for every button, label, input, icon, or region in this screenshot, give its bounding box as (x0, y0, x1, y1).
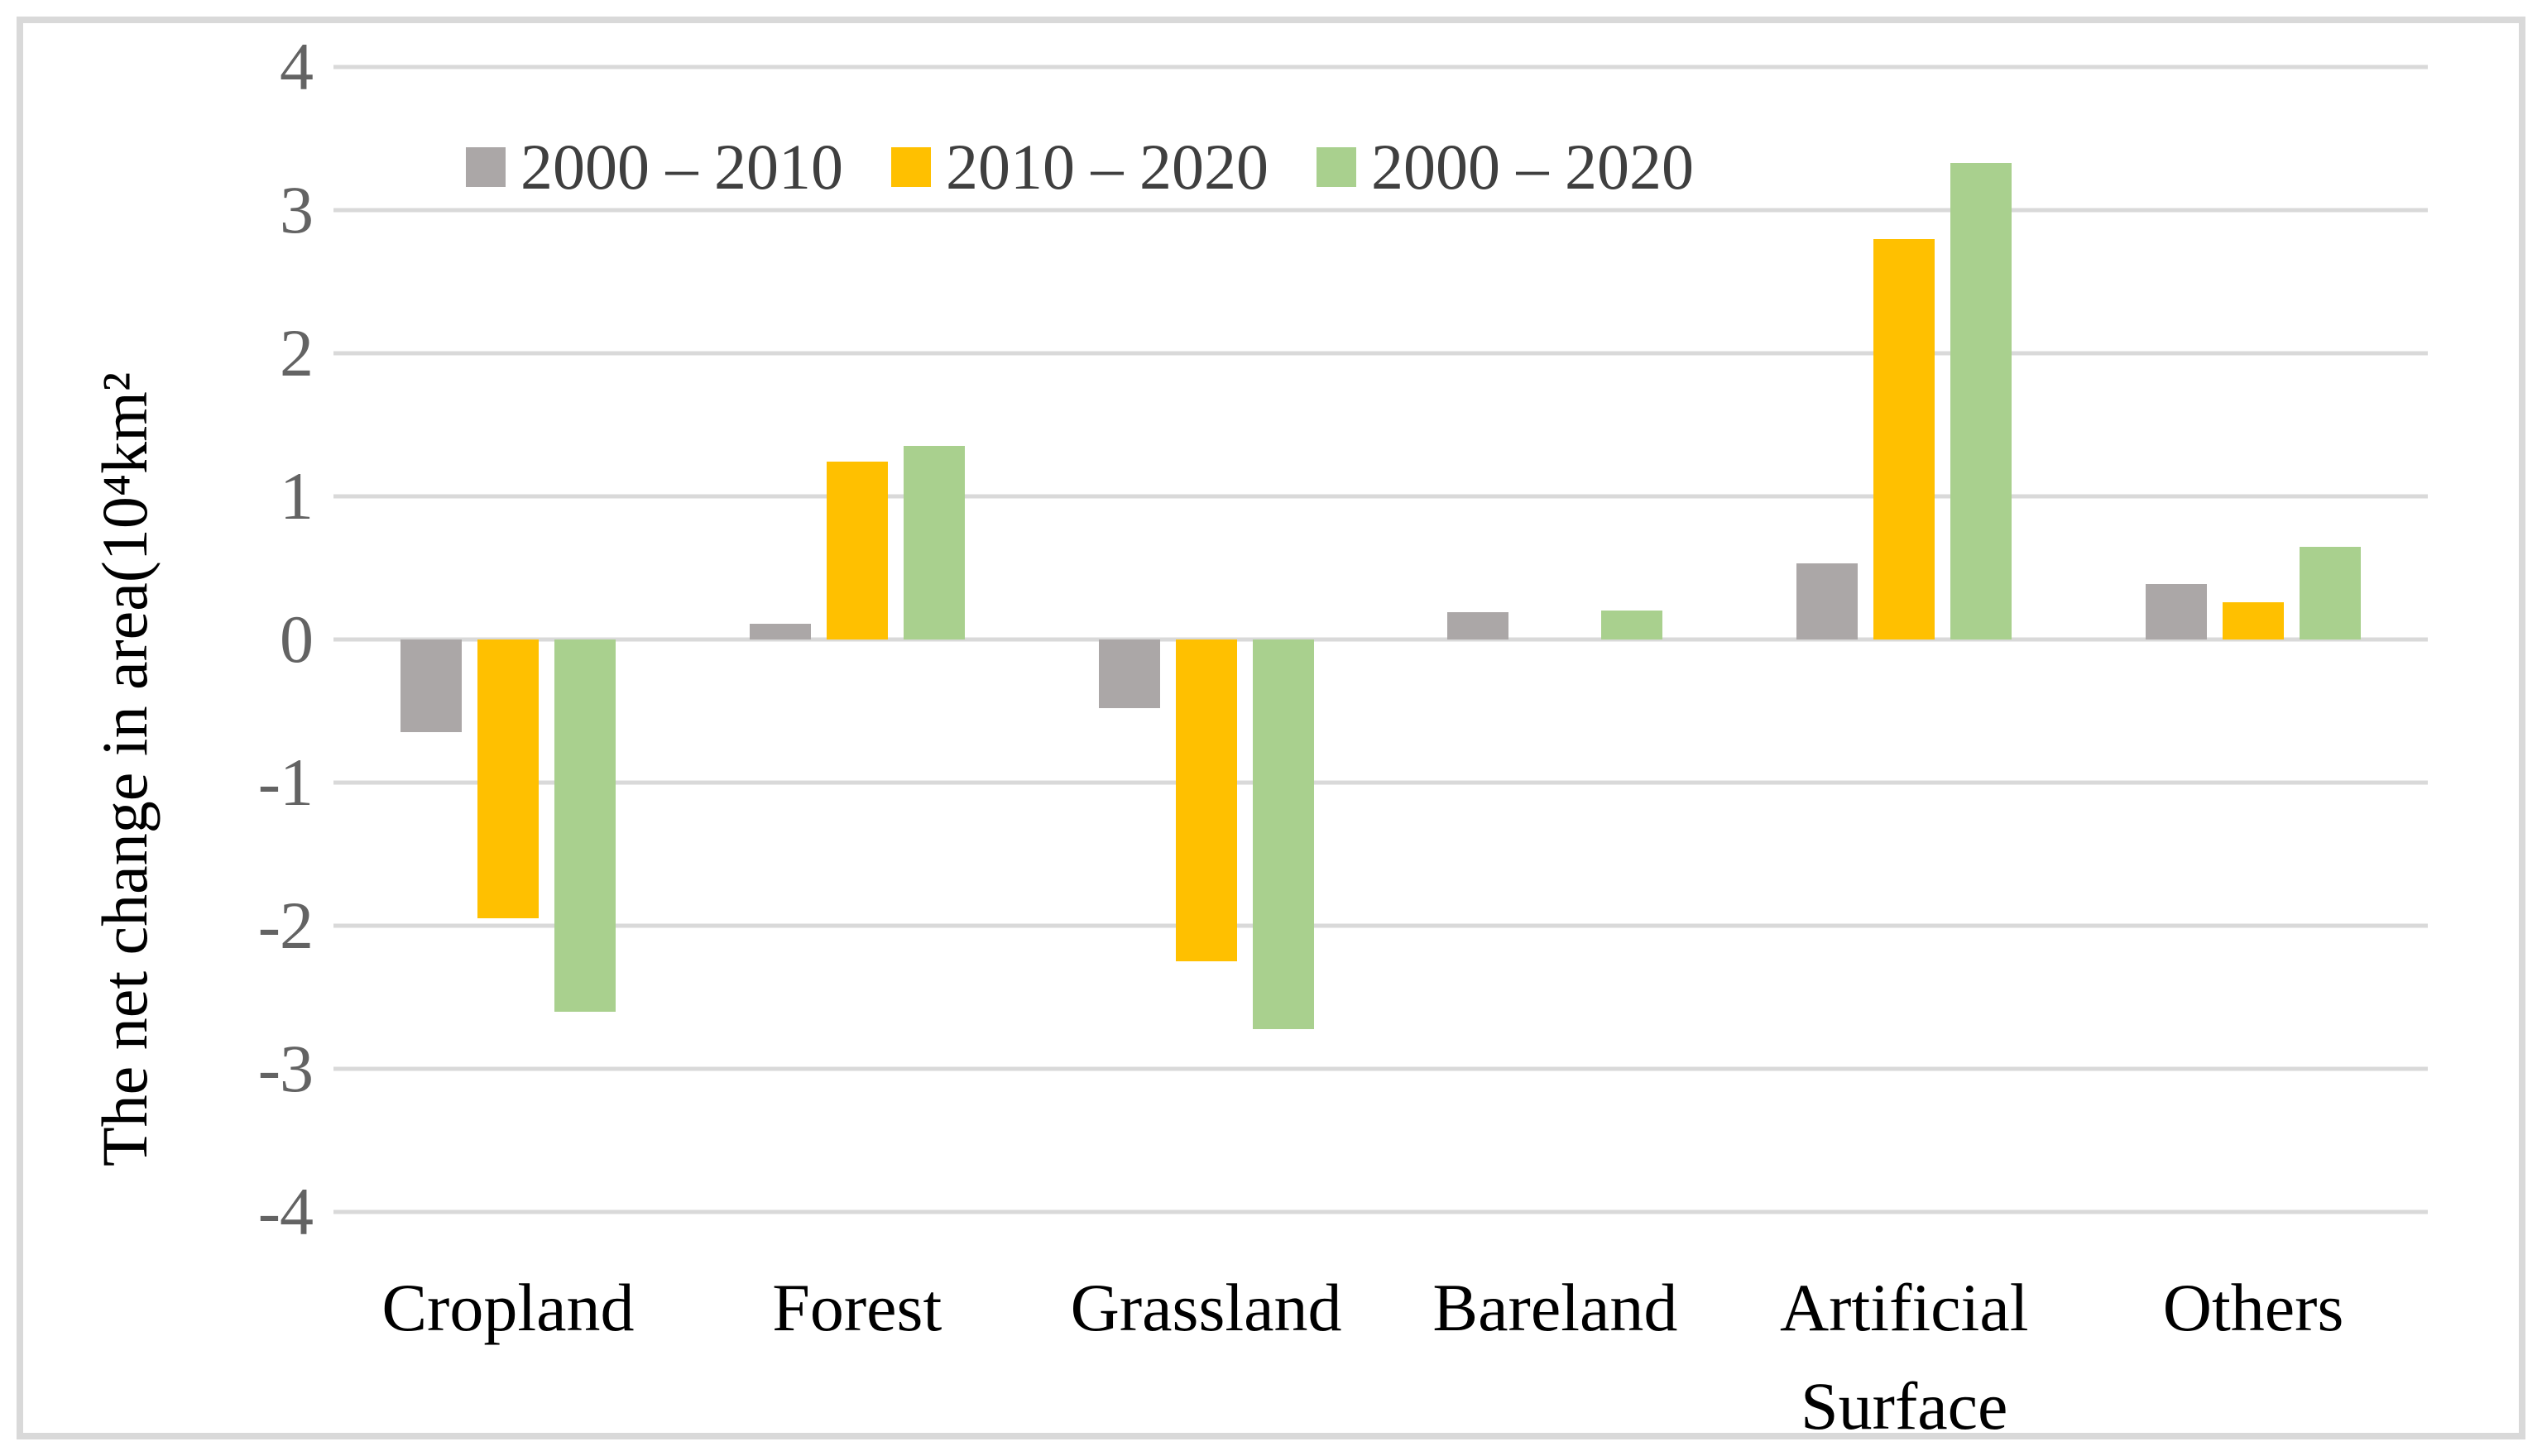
bar-grassland-series-3 (1252, 639, 1314, 1029)
gridline (333, 65, 2428, 69)
bar-forest-series-1 (749, 623, 811, 639)
legend-item: 2000 – 2020 (1317, 131, 1694, 203)
y-tick-label: 1 (280, 458, 314, 534)
x-category-label: Bareland (1432, 1270, 1678, 1345)
bar-others-series-1 (2146, 583, 2208, 639)
gridline (333, 637, 2428, 642)
legend-label: 2000 – 2020 (1371, 131, 1694, 203)
bar-cropland-series-1 (400, 639, 462, 733)
x-category-label: Cropland (381, 1270, 635, 1345)
bar-bareland-series-3 (1601, 611, 1663, 639)
bar-forest-series-2 (826, 462, 888, 639)
x-category-label: Artificial Surface (1779, 1270, 2029, 1444)
gridline (333, 1066, 2428, 1071)
gridline (333, 208, 2428, 213)
bar-artificial-surface-series-2 (1873, 238, 1935, 639)
y-tick-label: 2 (280, 315, 314, 390)
legend: 2000 – 2010 2010 – 2020 2000 – 2020 (466, 131, 1694, 203)
x-category-label: Forest (772, 1270, 942, 1345)
bar-bareland-series-1 (1447, 612, 1509, 639)
bar-forest-series-3 (903, 446, 965, 639)
legend-swatch-icon (466, 147, 506, 187)
legend-item: 2000 – 2010 (466, 131, 843, 203)
bar-others-series-2 (2223, 602, 2285, 639)
legend-label: 2010 – 2020 (946, 131, 1269, 203)
bar-artificial-surface-series-1 (1796, 563, 1859, 639)
y-tick-label: -3 (257, 1031, 314, 1106)
y-tick-label: -2 (257, 888, 314, 963)
x-category-label: Grassland (1070, 1270, 1342, 1345)
legend-swatch-icon (891, 147, 931, 187)
gridline (333, 494, 2428, 499)
legend-item: 2010 – 2020 (891, 131, 1269, 203)
bar-grassland-series-2 (1175, 639, 1237, 962)
y-tick-label: 3 (280, 172, 314, 247)
y-tick-label: 0 (280, 601, 314, 677)
gridline (333, 923, 2428, 928)
bar-grassland-series-1 (1098, 639, 1160, 709)
y-axis-title: The net change in area(10⁴km² (89, 371, 161, 1167)
gridline (333, 1209, 2428, 1214)
y-tick-label: -4 (257, 1174, 314, 1249)
legend-swatch-icon (1317, 147, 1356, 187)
bar-cropland-series-2 (477, 639, 539, 919)
gridline (333, 351, 2428, 356)
legend-label: 2000 – 2010 (520, 131, 843, 203)
y-tick-label: -1 (257, 745, 314, 820)
x-category-label: Others (2162, 1270, 2344, 1345)
gridline (333, 780, 2428, 785)
bar-others-series-3 (2300, 546, 2362, 639)
bar-cropland-series-3 (554, 639, 616, 1012)
bar-artificial-surface-series-3 (1950, 162, 2012, 639)
plot-area (333, 65, 2428, 1214)
y-tick-label: 4 (280, 29, 314, 104)
